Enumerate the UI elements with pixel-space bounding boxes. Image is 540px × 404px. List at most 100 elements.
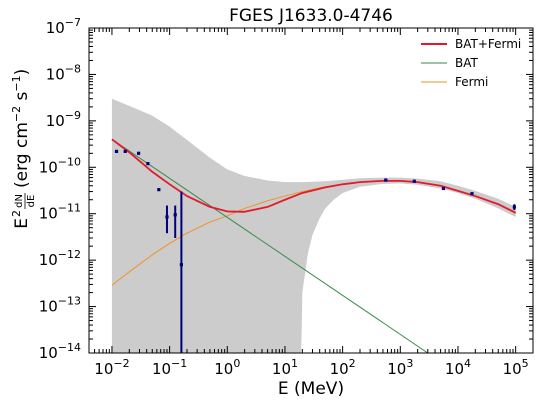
y-tick-label: 10−12: [39, 248, 81, 269]
data-point: [412, 179, 416, 183]
x-tick-label: 10−2: [94, 357, 129, 378]
data-point: [157, 188, 161, 192]
data-point: [470, 192, 474, 196]
y-label-prefix: E: [12, 218, 32, 229]
legend-label-fermi: Fermi: [455, 75, 488, 89]
data-points-layer: [114, 149, 516, 353]
legend: BAT+Fermi BAT Fermi: [421, 37, 521, 89]
y-label-units: (erg cm−2 s−1): [10, 69, 32, 188]
y-axis-label: E 2 dN dE (erg cm−2 s−1): [10, 69, 37, 229]
y-tick-label-base: 10: [46, 19, 65, 37]
x-tick-label-base: 10: [94, 360, 113, 378]
x-tick-label-exp: 1: [291, 357, 298, 370]
y-tick-label-exp: −8: [65, 62, 81, 75]
chart-title: FGES J1633.0-4746: [229, 6, 393, 26]
data-point-marker: [441, 186, 446, 191]
x-tick-label: 100: [214, 357, 240, 378]
x-tick-label-exp: 3: [406, 357, 413, 370]
y-tick-label: 10−8: [46, 62, 81, 83]
y-tick-label-exp: −9: [65, 109, 81, 122]
x-axis-label: E (MeV): [278, 379, 344, 399]
y-tick-label-base: 10: [39, 205, 58, 223]
y-tick-label-exp: −7: [65, 16, 81, 29]
data-point-marker: [157, 188, 161, 192]
data-point: [512, 204, 516, 211]
data-point-marker: [123, 149, 127, 153]
x-tick-label-exp: 4: [464, 357, 471, 370]
data-point: [114, 149, 119, 153]
x-tick-label-base: 10: [272, 360, 291, 378]
data-point: [146, 162, 150, 166]
y-label-unit-close: ): [12, 69, 32, 76]
x-tick-label: 101: [272, 357, 298, 378]
data-point-marker: [173, 213, 177, 217]
y-tick-label-base: 10: [46, 112, 65, 130]
y-tick-label: 10−11: [39, 202, 81, 223]
data-point: [165, 205, 169, 234]
x-tick-label-base: 10: [503, 360, 522, 378]
data-point: [384, 178, 388, 182]
x-tick-label: 103: [387, 357, 413, 378]
plot-frame: [88, 27, 534, 354]
y-tick-label: 10−13: [39, 295, 81, 316]
data-point: [123, 149, 127, 153]
x-tick-label-exp: 2: [349, 357, 356, 370]
data-point-marker: [179, 263, 183, 267]
x-tick-label-base: 10: [152, 360, 171, 378]
uncertainty-band-layer: [111, 98, 516, 353]
data-point: [441, 186, 446, 191]
data-point-marker: [512, 205, 516, 209]
x-tick-label: 104: [445, 357, 471, 378]
y-tick-label-exp: −11: [58, 202, 81, 215]
y-label-unit-open: (erg cm: [12, 122, 32, 188]
data-point: [137, 151, 141, 155]
y-tick-label-exp: −12: [58, 248, 81, 261]
data-point: [179, 191, 183, 353]
y-label-unit-mid: s: [12, 91, 32, 105]
x-tick-label: 105: [503, 357, 529, 378]
legend-label-bat-fermi: BAT+Fermi: [455, 37, 521, 51]
y-label-prefix-sup: 2: [10, 210, 23, 217]
x-tick-label-exp: −2: [113, 357, 129, 370]
y-tick-label-base: 10: [39, 298, 58, 316]
data-point: [173, 205, 177, 238]
uncertainty-band: [111, 98, 516, 353]
x-tick-label-base: 10: [330, 360, 349, 378]
y-tick-label: 10−9: [46, 109, 81, 130]
y-tick-label: 10−10: [39, 155, 81, 176]
x-tick-label: 102: [330, 357, 356, 378]
y-tick-label-base: 10: [39, 158, 58, 176]
data-point-marker: [165, 215, 169, 219]
data-point-marker: [114, 149, 119, 153]
data-point-marker: [146, 162, 150, 166]
legend-label-bat: BAT: [455, 56, 479, 70]
series-layer: [111, 138, 517, 353]
y-tick-label-exp: −14: [58, 341, 81, 354]
data-point-marker: [384, 178, 388, 182]
y-label-frac-den: dE: [26, 195, 37, 208]
y-tick-label-base: 10: [39, 344, 58, 362]
y-tick-label-base: 10: [46, 65, 65, 83]
y-tick-label-exp: −10: [58, 155, 81, 168]
x-tick-label-exp: −1: [171, 357, 187, 370]
y-label-unit-sup1: −2: [10, 106, 23, 122]
x-tick-label-base: 10: [214, 360, 233, 378]
ticks-layer: 10−2 10−1 100 101 102 103 104 10510−1410−1310−1…: [39, 16, 534, 378]
series-line-bat-fermi: [111, 138, 517, 214]
y-tick-label-exp: −13: [58, 295, 81, 308]
y-label-frac-num: dN: [14, 194, 25, 208]
data-point-marker: [412, 179, 416, 183]
x-tick-label-base: 10: [387, 360, 406, 378]
y-label-unit-sup2: −1: [10, 75, 23, 91]
y-tick-label: 10−14: [39, 341, 81, 362]
series-line-bat: [111, 138, 429, 353]
data-point-marker: [470, 192, 474, 196]
y-tick-label-base: 10: [39, 251, 58, 269]
x-tick-label-base: 10: [445, 360, 464, 378]
x-tick-label: 10−1: [152, 357, 187, 378]
y-tick-label: 10−7: [46, 16, 81, 37]
x-tick-label-exp: 5: [522, 357, 529, 370]
x-tick-label-exp: 0: [233, 357, 240, 370]
